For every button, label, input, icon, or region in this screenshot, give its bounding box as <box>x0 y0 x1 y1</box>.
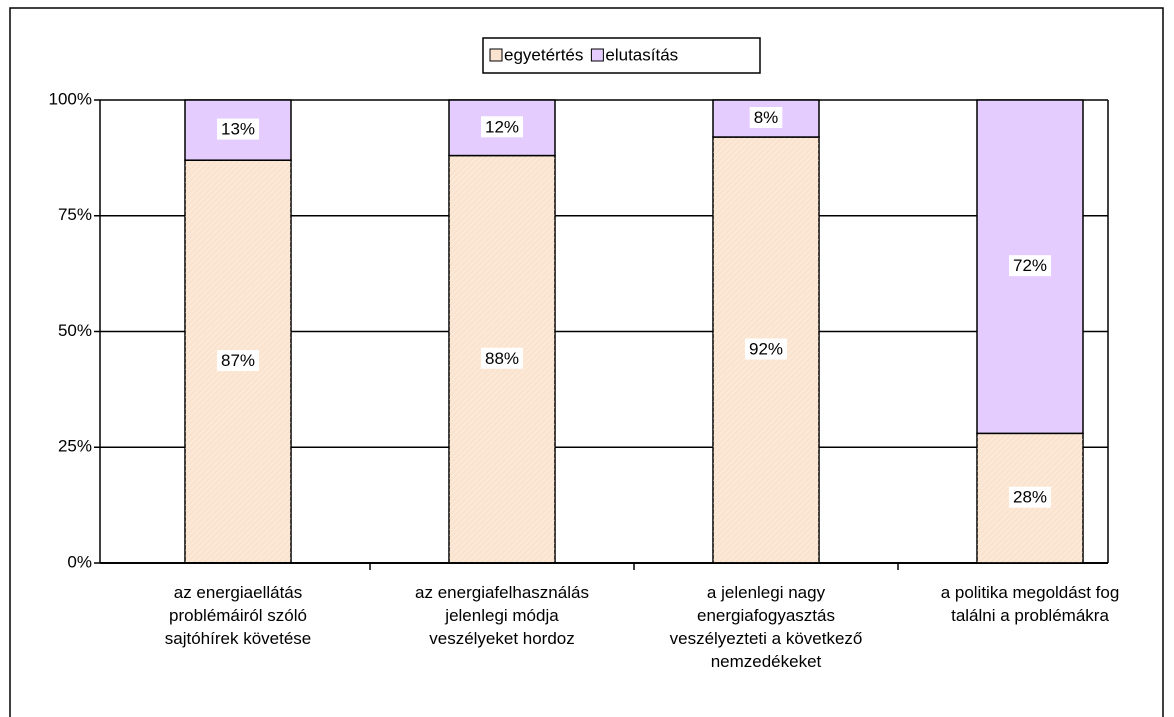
y-tick-label: 25% <box>58 437 92 456</box>
value-label-bg <box>480 347 524 369</box>
legend-box <box>482 37 761 74</box>
value-label-bg <box>216 350 260 372</box>
value-label: 88% <box>485 349 519 368</box>
chart-frame <box>9 7 1164 717</box>
value-label-bg <box>216 118 260 140</box>
legend-label: elutasítás <box>605 45 678 64</box>
value-label: 72% <box>1013 256 1047 275</box>
legend-swatch <box>590 48 604 62</box>
legend-swatch <box>489 48 503 62</box>
legend-label: egyetértés <box>504 45 583 64</box>
y-tick-label: 75% <box>58 205 92 224</box>
y-tick-label: 0% <box>67 552 92 571</box>
value-label: 8% <box>754 108 779 127</box>
value-label-bg <box>744 338 788 360</box>
value-label-bg <box>480 116 524 138</box>
y-tick-label: 100% <box>49 89 92 108</box>
x-tick-label: a politika megoldást fog találni a probl… <box>940 583 1120 625</box>
value-label: 28% <box>1013 488 1047 507</box>
value-label-bg <box>749 107 783 129</box>
value-label-bg <box>1008 255 1052 277</box>
value-label-bg <box>1008 486 1052 508</box>
x-tick-label: a jelenlegi nagy energiafogyasztás veszé… <box>669 583 863 671</box>
value-label: 92% <box>749 340 783 359</box>
value-label: 12% <box>485 117 519 136</box>
value-label: 87% <box>221 351 255 370</box>
value-label: 13% <box>221 120 255 139</box>
x-tick-label: az energiafelhasználás jelenlegi módja v… <box>415 583 589 648</box>
y-tick-label: 50% <box>58 321 92 340</box>
x-tick-label: az energiaellátás problémáiról szóló saj… <box>164 583 312 648</box>
